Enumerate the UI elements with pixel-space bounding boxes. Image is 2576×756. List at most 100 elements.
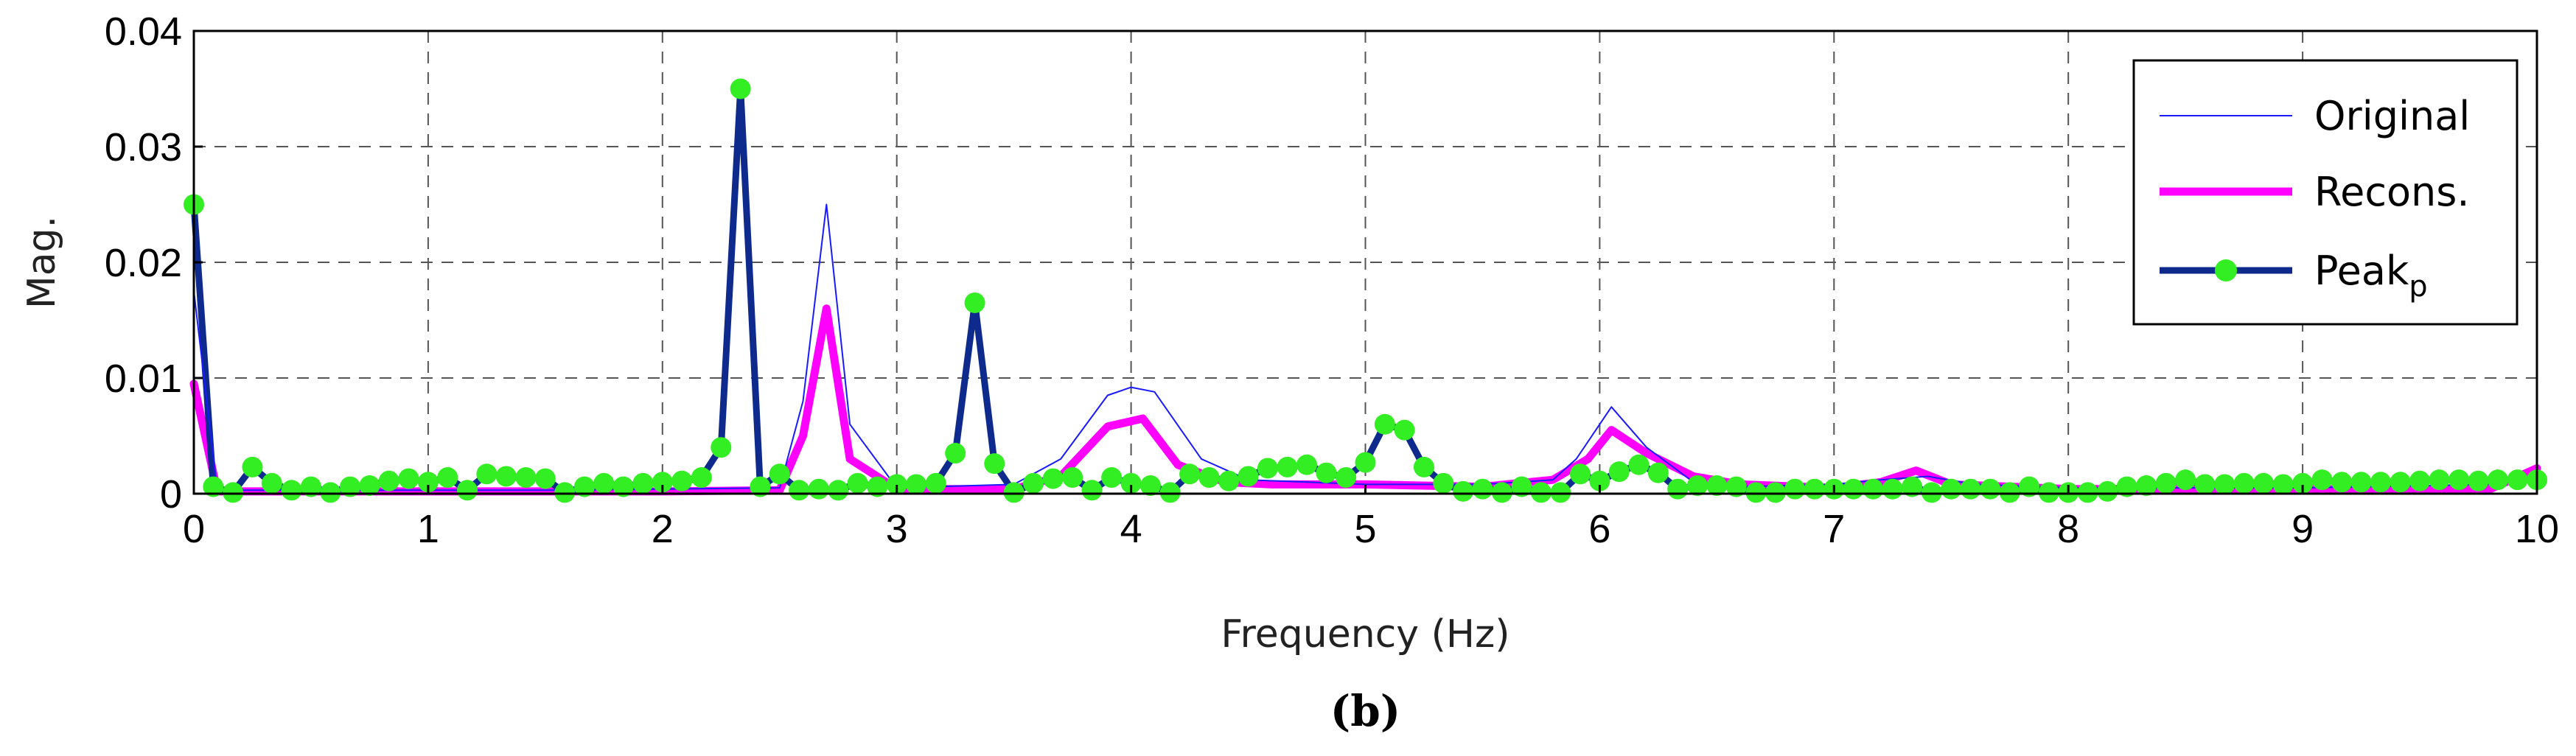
peak-point <box>1765 482 1786 503</box>
legend-label-recons: Recons. <box>2314 169 2470 215</box>
peak-point <box>534 468 556 489</box>
peak-point <box>359 475 380 497</box>
peak-point <box>2390 472 2411 493</box>
peak-point <box>1686 475 1708 497</box>
peak-point <box>1316 462 1337 483</box>
figure-caption: (b) <box>1330 686 1400 736</box>
peak-point <box>1530 482 1551 503</box>
peak-point <box>925 472 946 494</box>
peak-point <box>495 466 517 487</box>
peak-point <box>281 480 302 501</box>
peak-point <box>828 480 849 501</box>
peak-point <box>2253 472 2275 494</box>
peak-point <box>2019 476 2040 497</box>
peak-point <box>2136 475 2157 497</box>
peak-point <box>867 476 888 497</box>
peak-point <box>1120 472 1142 494</box>
peak-point <box>2155 472 2177 494</box>
peak-point <box>223 482 244 503</box>
peak-point <box>203 476 224 497</box>
legend-label-peak-main: Peak <box>2314 248 2409 294</box>
peak-point <box>456 480 478 501</box>
peak-point <box>964 292 985 313</box>
peak-point <box>2429 469 2450 491</box>
legend-label-peak-subscript: p <box>2409 270 2427 304</box>
peak-point <box>1570 463 1591 485</box>
peak-point <box>1980 478 2001 500</box>
peak-point <box>1863 478 1884 500</box>
peak-point <box>515 467 537 489</box>
x-tick-label: 8 <box>2057 507 2079 551</box>
peak-point <box>1843 478 1864 500</box>
peak-point <box>789 480 810 501</box>
peak-point <box>1394 419 1415 441</box>
peak-point <box>1667 478 1689 500</box>
peak-point <box>2409 470 2431 491</box>
peak-point <box>1628 454 1650 475</box>
y-tick-label: 0 <box>160 472 182 517</box>
peak-point <box>1277 456 1298 477</box>
peak-point <box>437 467 458 489</box>
y-axis-title: Mag. <box>20 216 64 309</box>
peak-point <box>2233 472 2255 494</box>
x-tick-label: 3 <box>886 507 908 551</box>
peak-point <box>2175 469 2196 491</box>
peak-point <box>1999 482 2020 503</box>
peak-point <box>1257 458 1278 479</box>
peak-point <box>1433 472 1454 494</box>
peak-point <box>691 467 712 489</box>
peak-point <box>632 472 654 494</box>
peak-point <box>1296 454 1318 475</box>
peak-point <box>554 482 576 503</box>
peak-point <box>1784 478 1806 500</box>
peak-point <box>1336 467 1357 489</box>
peak-point <box>711 437 732 458</box>
peak-point <box>1472 478 1493 500</box>
x-axis-title: Frequency (Hz) <box>1221 612 1509 657</box>
peak-point <box>1198 467 1220 489</box>
peak-point <box>1218 470 1240 491</box>
legend: Original Recons. Peakp <box>2132 59 2519 326</box>
x-tick-label: 10 <box>2515 507 2559 551</box>
peak-point <box>1706 475 1728 497</box>
legend-label-peak: Peakp <box>2314 248 2428 304</box>
peak-point <box>2370 472 2391 493</box>
peak-point <box>242 456 263 477</box>
peak-point <box>2292 472 2314 494</box>
peak-point <box>1902 476 1923 497</box>
peak-point <box>417 472 439 493</box>
peak-point <box>1139 475 1161 497</box>
y-tick-label: 0.02 <box>105 241 182 285</box>
peak-point <box>1745 482 1767 503</box>
x-tick-label: 0 <box>183 507 205 551</box>
x-tick-label: 9 <box>2291 507 2314 551</box>
series-line-original <box>193 203 2538 491</box>
peak-point <box>612 476 634 497</box>
peak-point <box>1804 478 1825 500</box>
peak-point <box>1608 461 1630 483</box>
peak-point <box>593 472 615 494</box>
peak-point <box>886 474 907 495</box>
peak-point <box>2507 469 2528 491</box>
peak-point <box>1374 413 1395 435</box>
peak-point <box>1101 467 1123 489</box>
peak-point <box>2272 474 2294 495</box>
peak-point <box>769 463 790 485</box>
peak-point <box>1355 452 1376 473</box>
y-tick-label: 0.01 <box>105 357 182 401</box>
peak-point <box>2077 482 2098 503</box>
peak-point <box>2038 482 2059 503</box>
peak-point <box>378 470 399 491</box>
peak-point <box>808 478 829 500</box>
peak-point <box>1511 476 1532 497</box>
peak-point <box>2194 474 2216 495</box>
peak-point <box>2468 470 2489 491</box>
peak-point <box>1725 476 1747 497</box>
peak-point <box>1003 482 1025 503</box>
peak-point <box>2448 469 2470 491</box>
peak-point <box>984 453 1005 475</box>
peak-point <box>2311 469 2333 491</box>
peak-point <box>1960 478 1981 500</box>
peak-point <box>1062 467 1083 489</box>
